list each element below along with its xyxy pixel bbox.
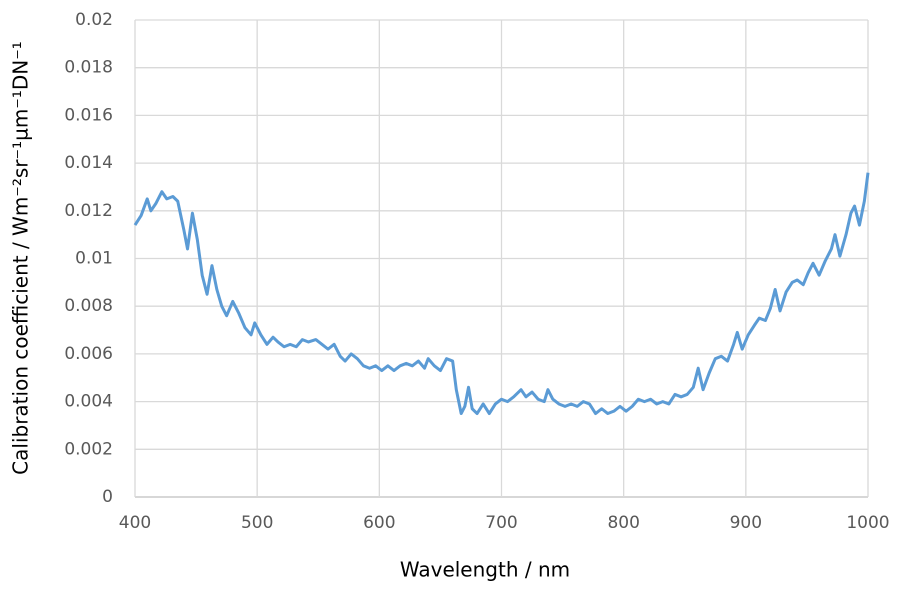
y-tick-label: 0	[102, 487, 113, 507]
y-tick-label: 0.012	[64, 201, 113, 221]
x-tick-label: 800	[607, 513, 639, 533]
y-tick-label: 0.006	[64, 344, 113, 364]
x-tick-label: 400	[119, 513, 151, 533]
x-tick-label: 500	[241, 513, 273, 533]
y-tick-label: 0.008	[64, 296, 113, 316]
y-tick-label: 0.016	[64, 105, 113, 125]
line	[133, 172, 870, 416]
y-axis-title: Calibration coefficient / Wm⁻²sr⁻¹µm⁻¹DN…	[9, 41, 33, 475]
y-tick-label: 0.02	[75, 10, 113, 30]
y-tick-label: 0.01	[75, 249, 113, 269]
x-tick-label: 700	[485, 513, 517, 533]
y-tick-label: 0.004	[64, 392, 113, 412]
y-tick-label: 0.018	[64, 58, 113, 78]
x-tick-label: 600	[363, 513, 395, 533]
x-tick-label: 900	[730, 513, 762, 533]
x-axis-title: Wavelength / nm	[400, 558, 570, 582]
y-tick-label: 0.014	[64, 153, 113, 173]
y-tick-label: 0.002	[64, 439, 113, 459]
x-tick-label: 1000	[846, 513, 889, 533]
